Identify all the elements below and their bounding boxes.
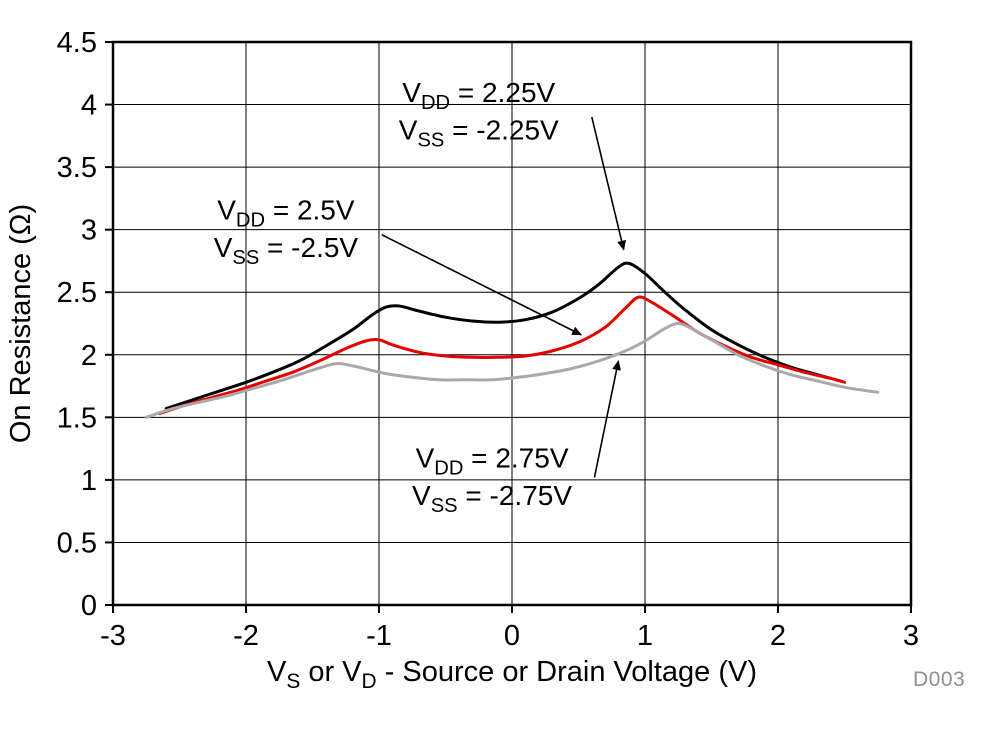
x-axis-title: VS or VD - Source or Drain Voltage (V) — [267, 656, 757, 693]
x-tick-label: -2 — [233, 620, 259, 652]
series-line-0 — [164, 261, 833, 411]
tick-marks — [105, 41, 912, 613]
x-tick-label: 3 — [903, 620, 919, 652]
x-tick-label: 0 — [504, 620, 520, 652]
y-axis-title: On Resistance (Ω) — [5, 204, 37, 443]
y-tick-label: 3.5 — [57, 152, 97, 184]
label-vdd-2p75-line2: VSS = -2.75V — [412, 480, 572, 517]
label-vdd-2p75-arrow — [593, 360, 621, 478]
y-tick-label: 1 — [81, 465, 97, 497]
y-tick-label: 3 — [81, 215, 97, 247]
x-tick-labels: -3 -2 -1 0 1 2 3 — [100, 620, 919, 652]
y-tick-label: 1.5 — [57, 402, 97, 434]
y-tick-label: 4 — [81, 90, 97, 122]
label-vdd-2p25-line1: VDD = 2.25V — [402, 77, 555, 114]
series-line-2 — [144, 322, 880, 419]
y-tick-label: 0.5 — [57, 527, 97, 559]
x-tick-label: -1 — [366, 620, 392, 652]
label-vdd-2p25-arrow — [591, 116, 626, 251]
x-tick-label: -3 — [100, 620, 126, 652]
label-vdd-2p5-line1: VDD = 2.5V — [217, 195, 355, 232]
label-vdd-2p5-arrow — [381, 233, 583, 336]
y-tick-label: 2 — [81, 340, 97, 372]
y-tick-label: 0 — [81, 590, 97, 622]
y-tick-label: 4.5 — [57, 27, 97, 59]
plot-border — [111, 40, 913, 607]
x-tick-label: 2 — [770, 620, 786, 652]
label-vdd-2p5-line2: VSS = -2.5V — [214, 232, 359, 269]
y-tick-label: 2.5 — [57, 277, 97, 309]
label-vdd-2p25-line2: VSS = -2.25V — [399, 115, 559, 152]
label-vdd-2p75-line1: VDD = 2.75V — [416, 442, 569, 479]
x-tick-label: 1 — [637, 620, 653, 652]
series-line-1 — [158, 295, 846, 416]
series-lines — [144, 261, 880, 419]
plot-watermark: D003 — [913, 668, 966, 691]
y-tick-labels: 0 0.5 1 1.5 2 2.5 3 3.5 4 4.5 — [57, 27, 97, 622]
